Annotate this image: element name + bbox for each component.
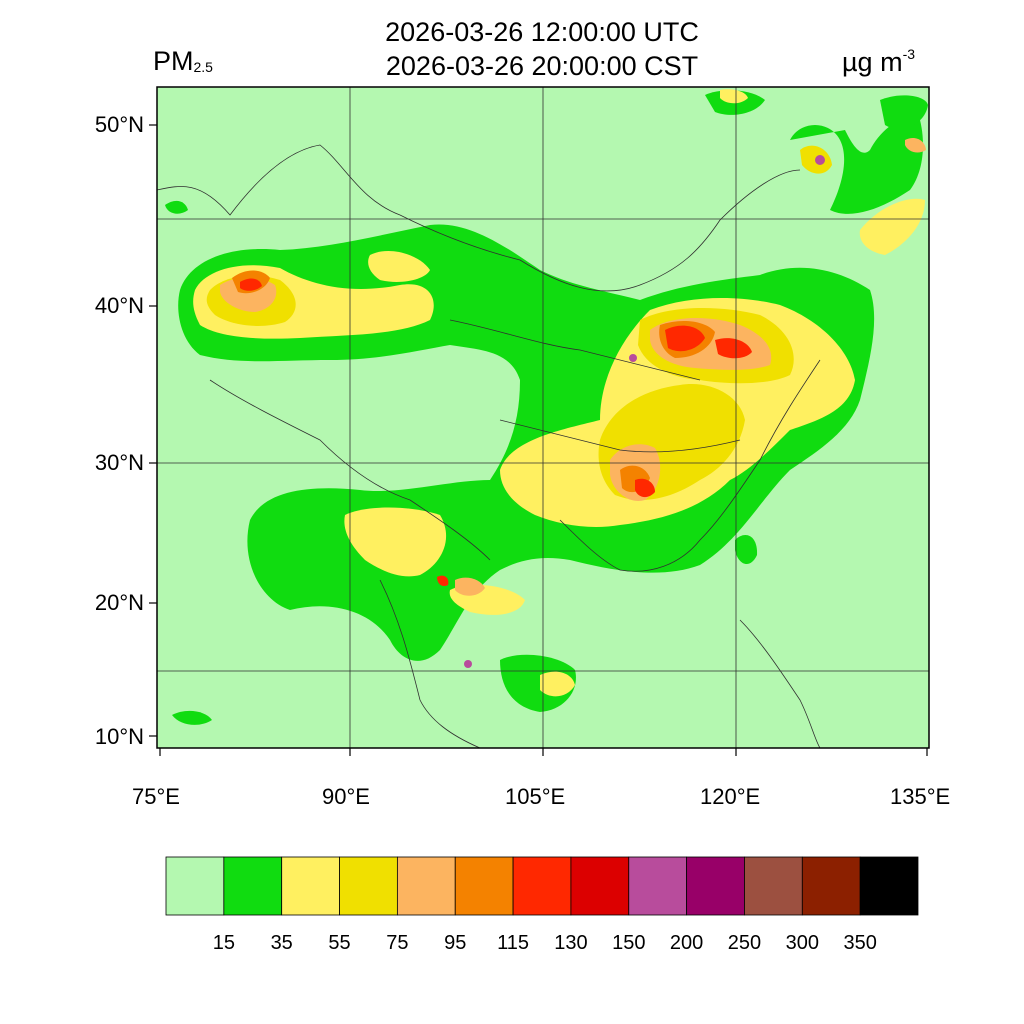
hotspot-shanxi: [629, 354, 637, 362]
axis-ticks: [149, 124, 928, 756]
orange-region-far-northeast: [905, 138, 926, 153]
orange-region-myanmar: [455, 577, 485, 596]
colorbar-tick-label: 350: [843, 932, 877, 954]
red-core-beijing: [665, 325, 705, 352]
colorbar-swatch: [454, 856, 514, 916]
boundary-north: [157, 144, 801, 292]
colorbar-tick-label: 115: [497, 932, 529, 954]
colorbar-swatch: [744, 856, 803, 916]
lon-label-120: 120°E: [700, 784, 761, 809]
yellow-region-qaidam: [368, 250, 430, 282]
colorbar-swatch: [396, 856, 456, 916]
colorbar-tick-label: 130: [554, 932, 588, 954]
boundary-coast: [559, 359, 821, 572]
boundary-philippines: [739, 619, 821, 748]
yellow-region-north: [720, 89, 748, 104]
green-region-west: [165, 200, 188, 214]
boundary-south-west: [209, 379, 491, 561]
colorbar-tick-label: 15: [212, 932, 235, 954]
colorbar-swatch: [512, 856, 572, 916]
colorbar-swatch: [628, 856, 688, 916]
colorbar-swatch: [859, 856, 919, 916]
yellow-region-yunnan: [344, 507, 447, 577]
variable-subscript: 2.5: [193, 59, 213, 75]
lon-label-105: 105°E: [505, 784, 566, 809]
colorbar-tick-label: 55: [328, 932, 351, 954]
map-field: [157, 87, 929, 748]
red-core-hunan: [635, 478, 655, 498]
green-region-south: [500, 654, 576, 712]
lon-label-90: 90°E: [322, 784, 370, 809]
colorbar-swatch: [570, 856, 630, 916]
title-cst: 2026-03-26 20:00:00 CST: [385, 51, 699, 81]
yellow-region-cambodia: [540, 671, 575, 697]
lat-label-30: 30°N: [94, 450, 144, 475]
lon-label-75: 75°E: [132, 784, 180, 809]
hotspot-northeast: [815, 155, 825, 165]
colorbar: [165, 856, 919, 916]
red-core-tarim: [240, 278, 262, 291]
unit-superscript: -3: [902, 46, 916, 62]
graticule: [157, 87, 929, 748]
red-core-shandong: [715, 338, 752, 359]
green-region-far-northeast: [880, 95, 928, 129]
colorbar-tick-label: 250: [727, 932, 762, 954]
lat-label-50: 50°N: [94, 112, 144, 137]
boundary-provincial-1: [449, 319, 701, 381]
colorbar-swatch: [339, 856, 398, 916]
colorbar-tick-label: 200: [669, 932, 704, 954]
lat-label-40: 40°N: [94, 293, 144, 318]
boundaries: [157, 144, 821, 748]
green-region-taiwan: [735, 535, 758, 565]
red-core-myanmar: [437, 575, 449, 587]
colorbar-swatch: [165, 856, 225, 916]
colorbar-swatch: [801, 856, 861, 916]
level-115-130: [240, 278, 752, 587]
colorbar-tick-label: 150: [612, 932, 646, 954]
hotspot-myanmar: [464, 660, 472, 668]
colorbar-tick-label: 75: [386, 932, 409, 954]
colorbar-swatch: [686, 856, 745, 916]
boundary-indochina: [379, 579, 481, 748]
colorbar-swatch: [281, 856, 340, 916]
boundary-provincial-2: [499, 419, 741, 453]
colorbar-tick-label: 300: [785, 932, 819, 954]
level-150-200: [464, 155, 825, 668]
colorbar-tick-label: 35: [270, 932, 293, 954]
title-utc: 2026-03-26 12:00:00 UTC: [385, 17, 699, 47]
green-region-southwest: [172, 710, 212, 725]
green-region-northeast: [790, 117, 923, 214]
colorbar-tick-label: 95: [444, 932, 467, 954]
lat-label-20: 20°N: [94, 590, 144, 615]
variable-name: PM: [153, 46, 194, 76]
unit-main: µg m: [842, 47, 903, 77]
unit-label: µg m-3: [842, 46, 915, 78]
yellow-region-northeast: [859, 198, 925, 255]
colorbar-swatch: [223, 856, 283, 916]
lon-label-135: 135°E: [890, 784, 951, 809]
lat-label-10: 10°N: [94, 724, 144, 749]
variable-label: PM2.5: [153, 46, 213, 77]
